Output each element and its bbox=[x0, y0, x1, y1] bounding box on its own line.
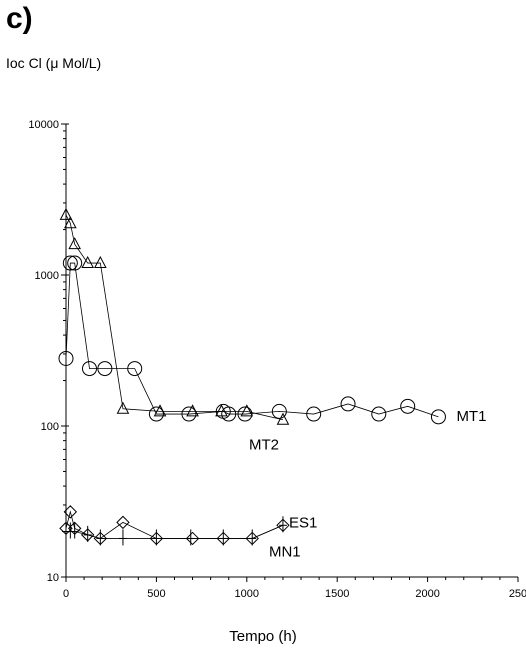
data-point-circle bbox=[82, 361, 98, 377]
data-point-circle bbox=[271, 403, 287, 419]
data-point-plus bbox=[118, 529, 127, 546]
series-label-es1: ES1 bbox=[289, 514, 317, 531]
series-label-mt2: MT2 bbox=[249, 437, 279, 454]
series-mt1 bbox=[58, 255, 446, 425]
data-point-plus bbox=[186, 529, 195, 546]
data-point-circle bbox=[58, 350, 74, 366]
data-point-circle bbox=[400, 398, 416, 414]
data-point-circle bbox=[306, 406, 322, 422]
series-labels: MT1 MT2 ES1 MN1 bbox=[249, 408, 486, 560]
y-tick-label: 1000 bbox=[35, 270, 59, 282]
series-label-mn1: MN1 bbox=[269, 543, 301, 560]
x-tick-label: 2000 bbox=[415, 588, 439, 600]
data-point-triangle bbox=[186, 404, 199, 417]
data-point-plus bbox=[278, 516, 287, 533]
y-tick-label: 10 bbox=[47, 572, 59, 584]
data-point-circle bbox=[221, 406, 237, 422]
data-point-diamond bbox=[185, 531, 200, 546]
data-point-circle bbox=[148, 406, 164, 422]
data-point-plus bbox=[219, 529, 228, 546]
series-mt2 bbox=[59, 207, 290, 425]
panel-label: c) bbox=[6, 2, 33, 35]
series-line-mt2 bbox=[65, 214, 284, 421]
x-tick-label: 250 bbox=[509, 588, 526, 600]
data-point-plus bbox=[70, 522, 79, 539]
x-tick-label: 1500 bbox=[325, 588, 349, 600]
data-point-triangle bbox=[94, 255, 107, 269]
data-point-circle bbox=[237, 406, 253, 422]
data-point-plus bbox=[152, 529, 161, 546]
data-point-triangle bbox=[153, 404, 167, 417]
data-point-circle bbox=[62, 255, 78, 271]
data-point-circle bbox=[371, 406, 387, 422]
y-axis-title: Ioc Cl (μ Mol/L) bbox=[6, 55, 102, 71]
data-point-plus bbox=[96, 529, 105, 546]
series-label-mt1: MT1 bbox=[456, 408, 486, 425]
series-mn1 bbox=[62, 516, 287, 546]
data-point-triangle bbox=[240, 404, 254, 417]
data-point-triangle bbox=[81, 255, 95, 269]
series-layer bbox=[58, 207, 446, 546]
series-line-mn1 bbox=[66, 524, 284, 539]
x-axis-title: Tempo (h) bbox=[229, 628, 297, 645]
data-point-diamond bbox=[116, 515, 130, 530]
data-point-plus bbox=[248, 529, 257, 546]
axes: 10 100 1000 10000 0 500 1000 1500 2000 250 bbox=[28, 119, 526, 600]
data-point-triangle bbox=[68, 237, 82, 250]
data-point-triangle bbox=[276, 412, 290, 425]
x-tick-label: 0 bbox=[63, 588, 69, 600]
data-point-triangle bbox=[116, 401, 130, 414]
x-tick-label: 500 bbox=[147, 588, 165, 600]
data-point-circle bbox=[181, 406, 197, 422]
data-point-plus bbox=[83, 525, 92, 542]
y-tick-label: 10000 bbox=[28, 119, 59, 131]
data-point-triangle bbox=[59, 207, 73, 220]
data-point-circle bbox=[340, 396, 356, 412]
data-point-plus bbox=[66, 522, 75, 539]
data-point-circle bbox=[67, 255, 83, 271]
data-point-triangle bbox=[64, 216, 77, 229]
data-point-circle bbox=[97, 361, 113, 377]
y-tick-label: 100 bbox=[41, 421, 59, 433]
data-point-circle bbox=[127, 361, 143, 377]
data-point-triangle bbox=[215, 404, 228, 417]
data-point-circle bbox=[430, 409, 446, 425]
data-point-diamond bbox=[63, 505, 78, 519]
series-line-mt1 bbox=[65, 262, 439, 418]
x-tick-label: 1000 bbox=[235, 588, 259, 600]
